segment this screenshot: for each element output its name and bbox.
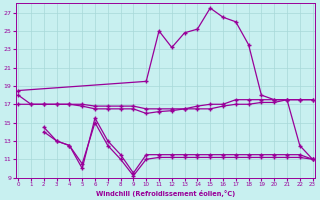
X-axis label: Windchill (Refroidissement éolien,°C): Windchill (Refroidissement éolien,°C) [96, 190, 235, 197]
